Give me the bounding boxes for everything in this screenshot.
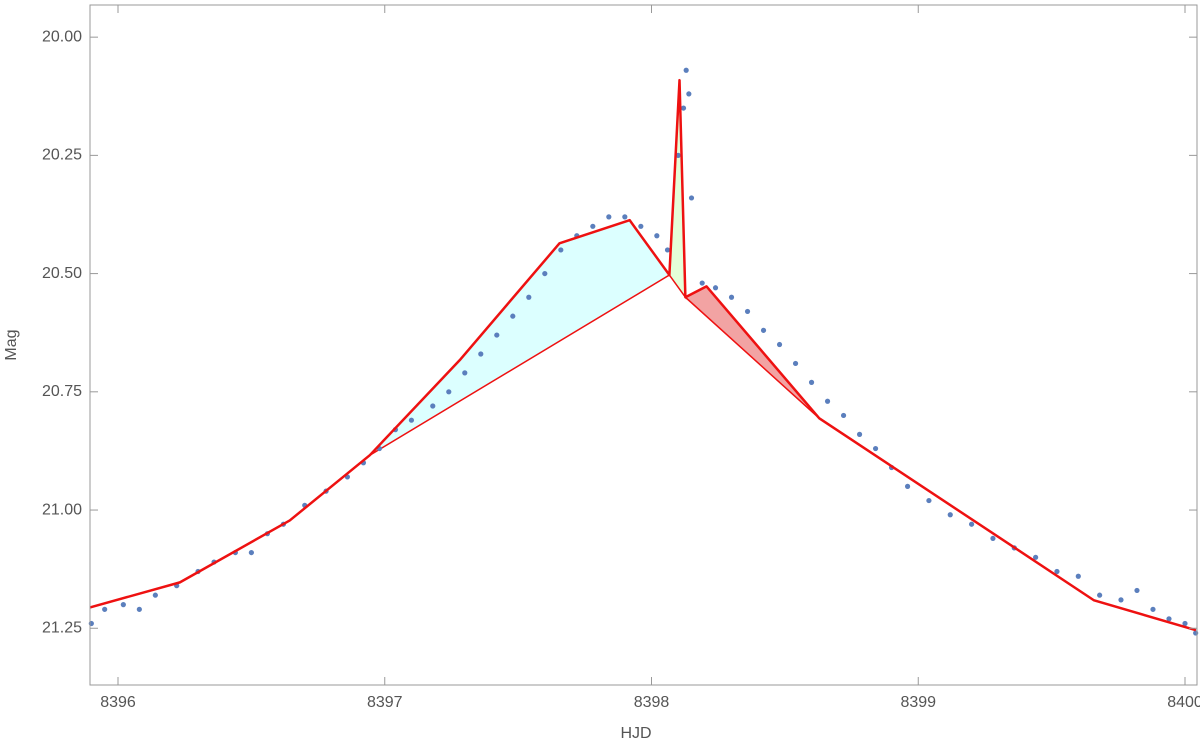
- data-point: [654, 233, 660, 239]
- y-tick-label: 21.25: [42, 619, 82, 636]
- x-tick-label: 8399: [900, 694, 936, 711]
- data-point: [526, 294, 532, 300]
- data-point: [1150, 606, 1156, 612]
- data-point: [1097, 592, 1103, 598]
- data-point: [542, 270, 548, 277]
- data-point: [1075, 573, 1081, 579]
- data-point: [120, 602, 126, 608]
- data-point: [1134, 587, 1140, 594]
- y-tick-label: 20.75: [42, 383, 82, 400]
- data-point: [926, 497, 932, 504]
- region: [369, 219, 671, 456]
- data-point: [1054, 568, 1060, 575]
- data-point: [683, 67, 689, 73]
- data-point: [248, 549, 254, 556]
- region: [684, 285, 820, 419]
- data-point: [712, 285, 719, 291]
- data-point: [808, 379, 815, 385]
- data-point: [478, 351, 484, 357]
- data-point: [990, 535, 996, 542]
- data-point: [558, 247, 564, 253]
- data-point: [430, 403, 436, 409]
- data-point: [728, 294, 735, 300]
- data-point: [638, 223, 644, 229]
- y-tick-label: 20.00: [42, 28, 82, 45]
- x-tick-label: 8398: [634, 694, 670, 711]
- data-point: [680, 105, 687, 111]
- data-point: [872, 445, 879, 452]
- data-point: [1182, 620, 1188, 627]
- fit-line: [89, 78, 1197, 632]
- data-point: [664, 247, 671, 253]
- data-point: [1118, 597, 1124, 603]
- data-point: [408, 417, 415, 423]
- data-point: [792, 360, 799, 367]
- x-tick-label: 8396: [100, 694, 136, 711]
- data-point: [462, 370, 468, 376]
- data-point: [590, 223, 596, 229]
- data-point: [776, 341, 783, 348]
- data-point: [1166, 616, 1172, 622]
- y-tick-label: 21.00: [42, 501, 82, 518]
- data-point: [947, 512, 953, 518]
- data-point: [136, 606, 142, 612]
- y-tick-label: 20.25: [42, 147, 82, 164]
- x-axis-label: HJD: [620, 725, 651, 742]
- data-point: [840, 412, 847, 419]
- data-point: [102, 606, 108, 612]
- x-tick-label: 8397: [367, 694, 403, 711]
- data-point: [699, 280, 705, 286]
- data-point: [510, 313, 516, 319]
- y-tick-label: 20.50: [42, 265, 82, 282]
- x-tick-label: 8400: [1167, 694, 1200, 711]
- data-point: [622, 214, 628, 220]
- data-point: [446, 389, 452, 395]
- data-point: [606, 214, 612, 220]
- data-point: [686, 91, 692, 97]
- plot-frame: [89, 4, 1198, 686]
- data-point: [494, 332, 500, 338]
- data-point: [904, 483, 911, 489]
- data-point: [688, 195, 695, 201]
- data-point: [744, 308, 751, 315]
- y-axis-label: Mag: [3, 329, 20, 360]
- data-point: [760, 327, 767, 333]
- data-point: [1033, 554, 1039, 560]
- data-point: [824, 398, 831, 404]
- data-point: [968, 521, 975, 527]
- data-point: [152, 592, 158, 598]
- data-point: [856, 431, 863, 437]
